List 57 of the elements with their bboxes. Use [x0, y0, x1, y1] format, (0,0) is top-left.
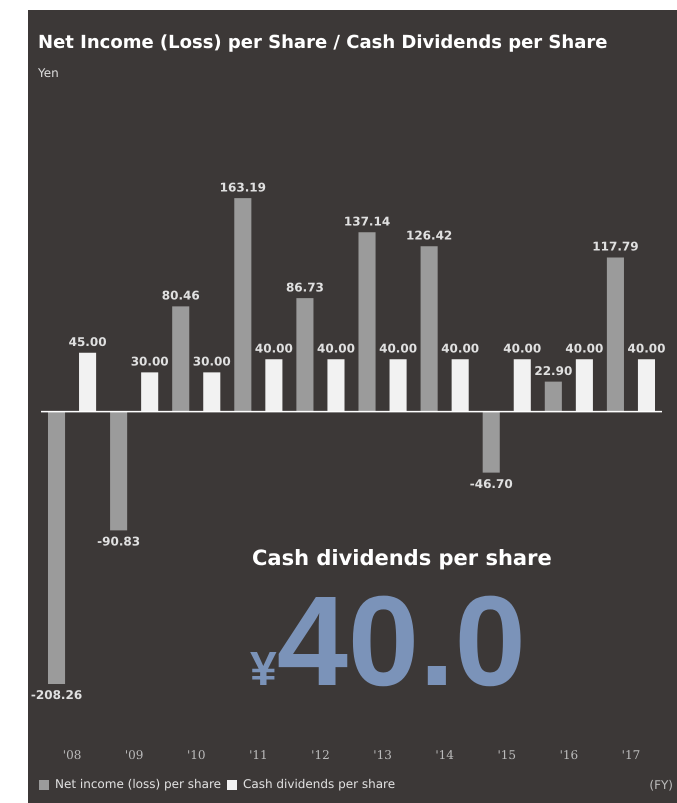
bar [514, 359, 531, 412]
x-tick-label: '11 [249, 748, 268, 762]
data-label: 45.00 [68, 334, 107, 349]
x-tick-label: '16 [560, 748, 578, 762]
x-axis-title: (FY) [649, 778, 673, 792]
data-label: -208.26 [30, 688, 82, 702]
data-label: 40.00 [503, 341, 542, 356]
bar [48, 412, 66, 684]
bar [79, 352, 96, 412]
bar [576, 359, 593, 412]
chart-title: Net Income (Loss) per Share / Cash Dividends per Share [38, 32, 608, 53]
data-label: 80.46 [162, 288, 200, 302]
data-label: 22.90 [534, 364, 572, 378]
bar [606, 258, 624, 412]
data-label: 40.00 [316, 341, 355, 356]
data-label: 163.19 [220, 180, 266, 194]
data-label: 30.00 [130, 354, 169, 368]
bar [452, 359, 469, 412]
bar [390, 359, 407, 412]
bar [203, 372, 220, 412]
legend-label: Cash dividends per share [243, 777, 396, 792]
chart-subtitle: Yen [38, 66, 59, 80]
bar [358, 232, 376, 412]
x-tick-label: '14 [435, 748, 454, 762]
legend-label: Net income (loss) per share [55, 777, 222, 792]
data-label: 40.00 [379, 341, 418, 356]
bar [544, 382, 562, 412]
bar [265, 359, 282, 412]
bar [172, 306, 190, 412]
bar [327, 359, 345, 412]
data-label: -90.83 [97, 534, 140, 549]
x-tick-label: '17 [622, 748, 640, 762]
bar [638, 359, 656, 412]
data-label: 40.00 [627, 341, 666, 356]
data-label: 40.00 [441, 341, 480, 356]
data-label: 117.79 [592, 240, 639, 254]
bar [141, 372, 158, 412]
data-label: -46.70 [470, 476, 513, 491]
bar [234, 198, 252, 412]
annotation: Cash dividends per share [252, 546, 552, 570]
data-label: 137.14 [344, 214, 390, 228]
bar [420, 246, 438, 412]
data-label: 86.73 [286, 280, 324, 294]
annotation: ¥40.0 [250, 570, 526, 713]
x-tick-label: '15 [497, 748, 516, 762]
data-label: 30.00 [192, 354, 231, 368]
bar [482, 412, 500, 473]
x-tick-label: '10 [186, 748, 206, 762]
data-label: 126.42 [406, 228, 452, 242]
x-tick-label: '08 [62, 748, 82, 762]
data-label: 40.00 [254, 341, 293, 356]
x-tick-label: '13 [373, 748, 392, 762]
x-tick-label: '09 [124, 748, 144, 762]
bar [110, 412, 128, 530]
data-label: 40.00 [565, 341, 604, 356]
bar [296, 298, 314, 412]
x-tick-label: '12 [311, 748, 330, 762]
